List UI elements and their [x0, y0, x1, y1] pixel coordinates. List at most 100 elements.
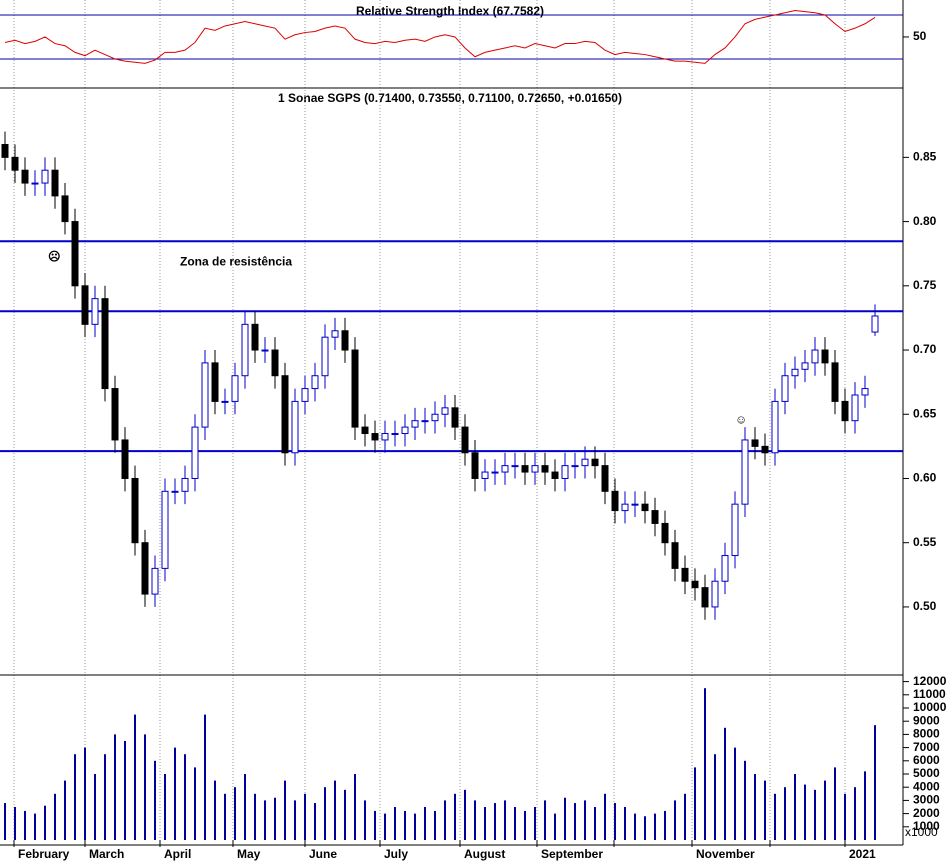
- candle-body: [291, 400, 299, 454]
- volume-bar: [394, 807, 396, 840]
- candle-body: [801, 362, 809, 370]
- candle-body: [431, 413, 439, 422]
- candle-body: [531, 465, 539, 473]
- candle-body: [691, 580, 699, 589]
- candle-body: [771, 400, 779, 454]
- candle-body: [61, 195, 69, 223]
- candle-body: [701, 587, 709, 608]
- candle-body: [441, 407, 449, 415]
- candle-body: [351, 349, 359, 428]
- y-tick-label: 6000: [913, 753, 940, 767]
- y-tick-label: 50: [913, 29, 927, 43]
- candle-body: [281, 375, 289, 454]
- volume-bar: [724, 727, 726, 840]
- candle-body: [81, 285, 89, 325]
- volume-bar: [134, 714, 136, 840]
- candle-body: [521, 465, 529, 473]
- volume-bar: [794, 774, 796, 840]
- volume-bar: [254, 793, 256, 840]
- volume-bar: [324, 787, 326, 840]
- y-tick-label: 0.60: [913, 471, 937, 485]
- candle-body: [361, 426, 369, 435]
- unit-label: x1000: [905, 825, 938, 839]
- candle-body: [821, 349, 829, 364]
- volume-bar: [164, 774, 166, 840]
- candle-body: [331, 330, 339, 338]
- candle-body: [511, 465, 519, 468]
- rsi-title: Relative Strength Index (67.7582): [356, 4, 544, 18]
- candle-body: [851, 394, 859, 422]
- volume-bar: [344, 789, 346, 840]
- y-tick-label: 0.65: [913, 406, 937, 420]
- candle-body: [591, 458, 599, 467]
- candle-body: [271, 349, 279, 377]
- volume-bar: [754, 774, 756, 840]
- volume-bar: [224, 793, 226, 840]
- volume-bar: [824, 780, 826, 840]
- candle-body: [631, 503, 639, 506]
- candle-body: [11, 156, 19, 171]
- annotation: Zona de resistência: [180, 254, 292, 268]
- volume-bar: [544, 800, 546, 840]
- y-tick-label: 11000: [913, 687, 946, 701]
- candle-body: [91, 298, 99, 325]
- candle-body: [611, 490, 619, 512]
- x-tick-label: February: [18, 847, 70, 861]
- volume-bar: [674, 800, 676, 840]
- y-tick-label: 2000: [913, 806, 940, 820]
- candle-body: [341, 330, 349, 351]
- volume-bar: [114, 734, 116, 840]
- y-tick-label: 0.50: [913, 599, 937, 613]
- annotation: ☹: [48, 250, 61, 264]
- candle-body: [471, 452, 479, 479]
- y-tick-label: 0.80: [913, 214, 937, 228]
- candle-body: [1, 144, 9, 158]
- volume-bar: [364, 800, 366, 840]
- volume-bar: [294, 800, 296, 840]
- y-tick-label: 8000: [913, 727, 940, 741]
- candle-body: [41, 169, 49, 184]
- volume-bar: [64, 780, 66, 840]
- y-tick-label: 3000: [913, 793, 940, 807]
- volume-bar: [204, 714, 206, 840]
- volume-bar: [854, 787, 856, 840]
- volume-bar: [74, 754, 76, 840]
- volume-bar: [654, 813, 656, 840]
- volume-bar: [504, 800, 506, 840]
- volume-bar: [54, 793, 56, 840]
- volume-bar: [44, 805, 46, 840]
- volume-bar: [414, 813, 416, 840]
- volume-bar: [124, 741, 126, 840]
- candle-body: [21, 169, 29, 184]
- candle-body: [171, 490, 179, 493]
- candle-body: [391, 433, 399, 436]
- candle-body: [661, 522, 669, 544]
- volume-bar: [554, 813, 556, 840]
- volume-bar: [14, 807, 16, 840]
- volume-bar: [864, 771, 866, 840]
- volume-bar: [574, 803, 576, 840]
- candle-body: [721, 555, 729, 582]
- volume-bar: [4, 803, 6, 840]
- candle-body: [761, 445, 769, 454]
- candle-body: [491, 471, 499, 474]
- candle-body: [871, 315, 879, 333]
- volume-bar: [214, 780, 216, 840]
- candle-body: [141, 542, 149, 595]
- volume-bar: [774, 793, 776, 840]
- volume-bar: [374, 810, 376, 840]
- volume-bar: [234, 787, 236, 840]
- volume-bar: [604, 793, 606, 840]
- candle-body: [581, 458, 589, 467]
- candle-body: [741, 439, 749, 505]
- candle-body: [231, 375, 239, 402]
- volume-bar: [804, 784, 806, 840]
- candle-body: [751, 439, 759, 447]
- volume-bar: [834, 767, 836, 840]
- candle-body: [321, 336, 329, 377]
- candle-body: [131, 477, 139, 544]
- candle-body: [861, 388, 869, 396]
